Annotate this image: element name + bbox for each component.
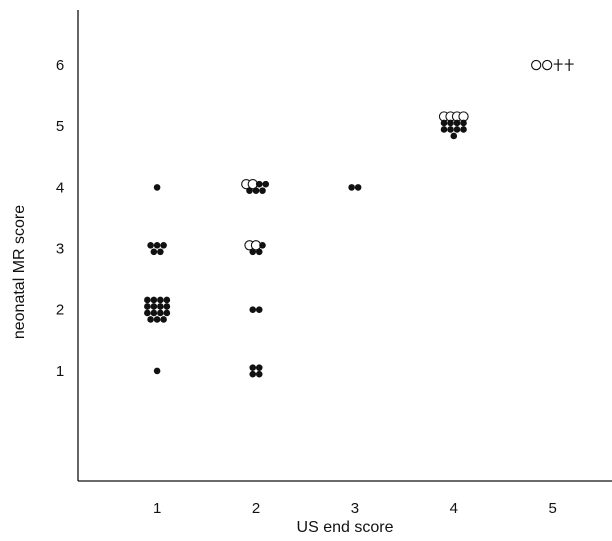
y-tick-label: 2 bbox=[56, 302, 64, 319]
filled-point bbox=[157, 248, 164, 256]
y-axis-label: neonatal MR score bbox=[11, 205, 28, 339]
filled-point bbox=[460, 119, 467, 127]
filled-point bbox=[157, 296, 164, 304]
x-tick-label: 1 bbox=[153, 500, 161, 517]
y-tick-label: 4 bbox=[56, 179, 64, 196]
filled-point bbox=[460, 126, 467, 133]
filled-point bbox=[160, 316, 167, 323]
open-point bbox=[531, 59, 542, 71]
axes bbox=[77, 10, 612, 482]
filled-point bbox=[453, 119, 461, 127]
filled-point bbox=[262, 180, 270, 188]
filled-point bbox=[144, 296, 151, 304]
y-tick-label: 1 bbox=[56, 363, 64, 380]
filled-point bbox=[246, 187, 253, 194]
x-tick-label: 5 bbox=[548, 500, 556, 517]
filled-point bbox=[150, 248, 158, 256]
filled-point bbox=[144, 303, 151, 310]
filled-point bbox=[450, 132, 458, 140]
filled-point bbox=[440, 119, 448, 127]
filled-point bbox=[447, 119, 454, 127]
filled-point bbox=[255, 306, 263, 314]
dagger-point bbox=[553, 59, 563, 72]
filled-point bbox=[249, 306, 257, 314]
filled-point bbox=[163, 296, 171, 304]
filled-point bbox=[163, 309, 171, 317]
filled-point bbox=[150, 303, 158, 310]
filled-point bbox=[147, 242, 154, 249]
filled-point bbox=[153, 242, 161, 249]
filled-point bbox=[255, 180, 263, 188]
filled-point bbox=[160, 242, 167, 249]
filled-point bbox=[153, 184, 161, 191]
data-points bbox=[144, 59, 574, 378]
filled-point bbox=[147, 316, 154, 323]
filled-point bbox=[249, 248, 257, 256]
filled-point bbox=[255, 248, 263, 256]
x-axis-label: US end score bbox=[297, 519, 394, 536]
y-tick-label: 5 bbox=[56, 118, 64, 135]
filled-point bbox=[453, 126, 461, 133]
filled-point bbox=[157, 303, 164, 310]
filled-point bbox=[259, 242, 266, 249]
x-tick-label: 3 bbox=[351, 500, 359, 517]
filled-point bbox=[249, 364, 257, 371]
filled-point bbox=[150, 309, 158, 317]
x-tick-labels: 1 2 3 4 5 bbox=[153, 500, 557, 517]
filled-point bbox=[348, 184, 355, 191]
y-tick-labels: 1 2 3 4 5 6 bbox=[56, 57, 64, 380]
x-tick-label: 2 bbox=[252, 500, 260, 517]
open-point bbox=[542, 59, 553, 71]
filled-point bbox=[255, 370, 263, 378]
y-tick-label: 3 bbox=[56, 241, 64, 258]
filled-point bbox=[150, 296, 158, 304]
filled-point bbox=[354, 184, 362, 191]
filled-point bbox=[153, 316, 161, 323]
y-tick-label: 6 bbox=[56, 57, 64, 74]
filled-point bbox=[153, 367, 161, 375]
filled-point bbox=[259, 187, 266, 194]
filled-point bbox=[163, 303, 171, 310]
filled-point bbox=[447, 126, 454, 133]
filled-point bbox=[249, 370, 257, 378]
filled-point bbox=[252, 187, 260, 194]
x-tick-label: 4 bbox=[450, 500, 458, 517]
dagger-point bbox=[564, 59, 574, 72]
filled-point bbox=[157, 309, 164, 317]
filled-point bbox=[255, 364, 263, 371]
filled-point bbox=[144, 309, 151, 317]
filled-point bbox=[440, 126, 448, 133]
